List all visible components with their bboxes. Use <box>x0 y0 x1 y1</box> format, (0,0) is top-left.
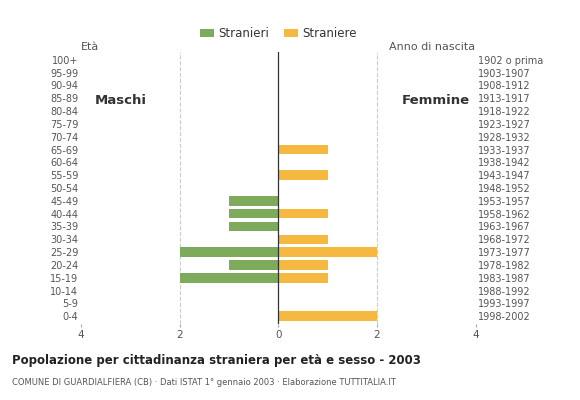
Bar <box>278 247 377 257</box>
Text: Anno di nascita: Anno di nascita <box>390 42 476 52</box>
Text: Maschi: Maschi <box>95 94 147 107</box>
Text: COMUNE DI GUARDIALFIERA (CB) · Dati ISTAT 1° gennaio 2003 · Elaborazione TUTTITA: COMUNE DI GUARDIALFIERA (CB) · Dati ISTA… <box>12 378 396 387</box>
Bar <box>278 170 328 180</box>
Bar <box>180 247 278 257</box>
Bar <box>278 234 328 244</box>
Text: Età: Età <box>81 42 99 52</box>
Bar <box>278 209 328 218</box>
Bar <box>229 260 278 270</box>
Bar <box>278 260 328 270</box>
Bar <box>180 273 278 283</box>
Text: Femmine: Femmine <box>402 94 470 107</box>
Bar <box>278 273 328 283</box>
Bar <box>278 145 328 154</box>
Bar <box>229 209 278 218</box>
Bar <box>229 222 278 231</box>
Legend: Stranieri, Straniere: Stranieri, Straniere <box>195 22 362 45</box>
Text: Popolazione per cittadinanza straniera per età e sesso - 2003: Popolazione per cittadinanza straniera p… <box>12 354 420 367</box>
Bar <box>278 312 377 321</box>
Bar <box>229 196 278 206</box>
